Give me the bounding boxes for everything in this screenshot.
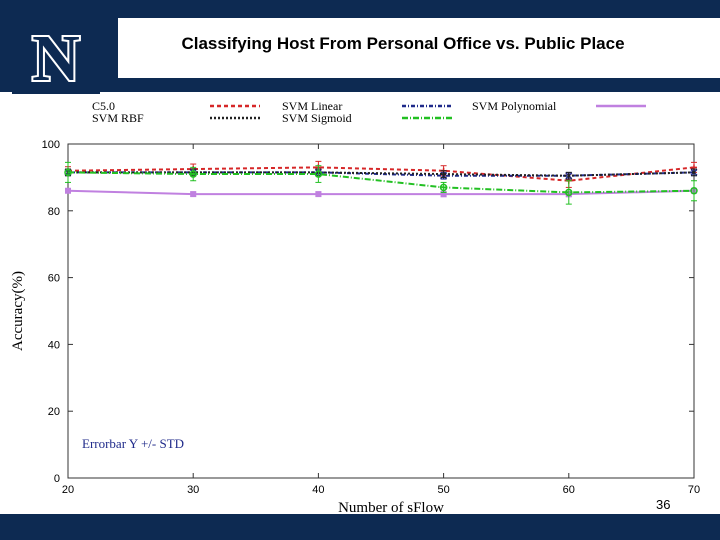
logo-letter: N xyxy=(32,22,80,94)
y-tick-label: 0 xyxy=(54,473,60,485)
data-point xyxy=(65,187,71,194)
legend-label: SVM RBF xyxy=(92,111,144,125)
y-tick-label: 60 xyxy=(48,273,60,285)
x-axis-label: Number of sFlow xyxy=(338,500,444,514)
bottom-banner xyxy=(0,514,720,540)
legend-label: SVM Linear xyxy=(282,99,342,113)
x-tick-label: 20 xyxy=(62,484,74,496)
errorbar-annotation: Errorbar Y +/- STD xyxy=(82,436,184,451)
y-axis-ticks: 0 20 40 60 80 100 xyxy=(42,139,694,485)
data-point xyxy=(440,191,447,198)
x-tick-label: 70 xyxy=(688,484,700,496)
series-line xyxy=(67,171,695,194)
x-tick-label: 50 xyxy=(437,484,449,496)
legend-item: C5.0 xyxy=(92,99,260,113)
data-point xyxy=(690,187,698,195)
y-tick-label: 40 xyxy=(48,339,60,351)
x-tick-label: 60 xyxy=(563,484,575,496)
logo-letter-fill: N xyxy=(32,22,80,94)
data-point xyxy=(692,170,696,174)
x-axis-ticks: 20 30 40 50 60 70 xyxy=(62,144,700,496)
data-point xyxy=(565,188,573,197)
university-logo-icon: N N xyxy=(12,16,100,97)
series-svm-polynomial xyxy=(65,187,697,198)
y-tick-label: 80 xyxy=(48,206,60,218)
title-band xyxy=(118,18,720,78)
data-point xyxy=(190,191,197,198)
series-svm-sigmoid xyxy=(64,161,698,205)
y-tick-label: 20 xyxy=(48,406,60,418)
legend-label: SVM Polynomial xyxy=(472,99,557,113)
plot-frame xyxy=(67,143,695,479)
x-tick-label: 30 xyxy=(187,484,199,496)
accuracy-chart: C5.0 SVM Linear SVM Polynomial SVM RBF SVM S… xyxy=(10,99,700,514)
slide-number: 36 xyxy=(656,497,671,512)
legend-item: SVM Polynomial xyxy=(472,99,646,113)
chart-series xyxy=(64,160,698,205)
data-point xyxy=(442,172,446,176)
slide-title: Classifying Host From Personal Office vs… xyxy=(181,34,625,53)
data-point xyxy=(189,170,197,178)
data-point xyxy=(314,170,323,178)
series-line xyxy=(67,189,695,196)
y-tick-label: 100 xyxy=(42,139,60,151)
data-point xyxy=(567,174,571,178)
data-point xyxy=(64,168,72,177)
y-axis-label: Accuracy(%) xyxy=(10,271,26,351)
legend-label: C5.0 xyxy=(92,99,115,113)
data-point xyxy=(439,183,448,192)
series-line xyxy=(68,171,695,177)
x-tick-label: 40 xyxy=(312,484,324,496)
legend-label: SVM Sigmoid xyxy=(282,111,352,125)
legend-item: SVM Sigmoid xyxy=(282,111,452,125)
legend-item: SVM RBF xyxy=(92,111,260,125)
data-point xyxy=(315,191,322,198)
legend-item: SVM Linear xyxy=(282,99,452,113)
chart-legend: C5.0 SVM Linear SVM Polynomial SVM RBF SVM S… xyxy=(92,99,646,125)
